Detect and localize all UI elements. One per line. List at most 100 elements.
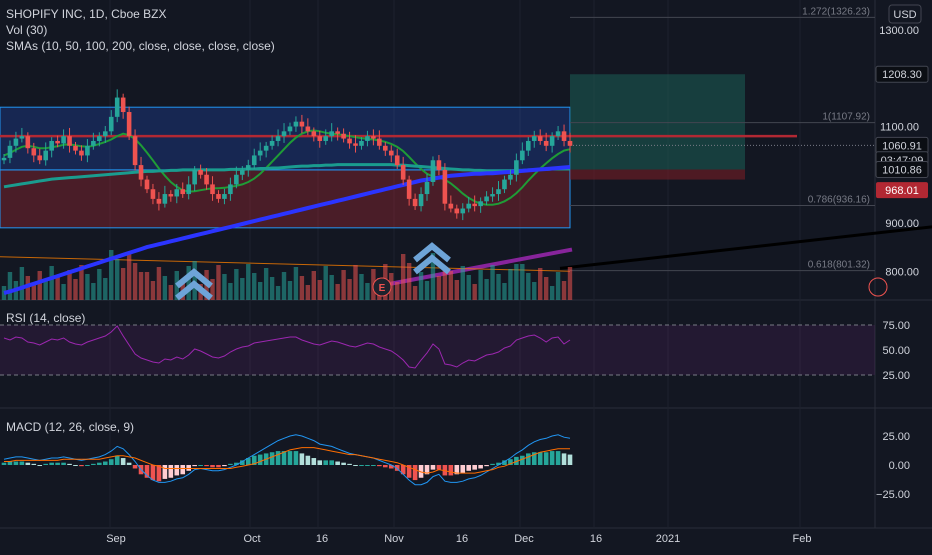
volume-bar: [168, 285, 174, 300]
candle-body: [460, 208, 466, 214]
volume-bar: [287, 281, 293, 300]
volume-bar: [269, 277, 275, 300]
macd-histogram-bar: [222, 465, 227, 467]
volume-bar: [61, 284, 66, 300]
volume-label: Vol (30): [6, 23, 48, 37]
macd-histogram-bar: [251, 455, 257, 465]
grid: [0, 0, 932, 529]
macd-histogram-bar: [430, 465, 436, 470]
volume-bar: [412, 286, 418, 300]
candle-body: [525, 140, 531, 151]
volume-bar: [7, 272, 13, 300]
candle-body: [43, 150, 49, 161]
candle-body: [299, 121, 305, 127]
volume-bar: [252, 273, 257, 300]
volume-bar: [126, 254, 132, 300]
macd-histogram-bar: [216, 465, 221, 468]
candle-body: [55, 140, 60, 144]
macd-histogram-bar: [555, 451, 561, 465]
candle-body: [567, 140, 573, 146]
candle-body: [555, 131, 561, 137]
candle-body: [341, 133, 346, 139]
candle-body: [269, 140, 275, 146]
candle-body: [388, 150, 394, 156]
axes: 1300.00 1100.00 900.00 800.00 USD 1208.30 1060…: [106, 4, 929, 545]
volume-bar: [365, 283, 370, 300]
macd-histogram-bar: [180, 465, 186, 475]
rsi-band: [0, 325, 875, 375]
candle-body: [144, 179, 150, 190]
volume-bar: [538, 268, 543, 300]
volume-legend[interactable]: Vol (30): [6, 22, 47, 38]
candle-body: [520, 150, 525, 161]
macd-histogram-bar: [144, 465, 150, 478]
candle-body: [216, 194, 221, 199]
macd-histogram-bar: [418, 465, 424, 478]
macd-histogram-bar: [37, 465, 43, 466]
volume-bar: [442, 271, 448, 300]
symbol-legend[interactable]: SHOPIFY INC, 1D, Cboe BZX: [6, 6, 167, 22]
volume-bar: [317, 280, 322, 300]
time-tick-label: Sep: [106, 533, 126, 545]
macd-histogram-bar: [329, 460, 334, 465]
candle-body: [472, 203, 477, 207]
sma-legend[interactable]: SMAs (10, 50, 100, 200, close, close, cl…: [6, 38, 275, 54]
candle-body: [132, 136, 138, 166]
candle-body: [251, 155, 257, 166]
macd-histogram-bar: [61, 462, 66, 465]
volume-bar: [484, 279, 489, 300]
macd-histogram-bar: [442, 465, 448, 476]
volume-bar: [532, 282, 537, 300]
rsi-pane[interactable]: [0, 324, 875, 376]
macd-histogram-bar: [371, 465, 376, 466]
macd-histogram-bar: [496, 462, 501, 465]
fib-level-label: 1.272(1326.23): [802, 6, 870, 17]
time-tick-label: Dec: [514, 533, 534, 545]
macd-histogram-bar: [377, 465, 382, 467]
time-tick-label: Oct: [243, 533, 260, 545]
macd-histogram-bar: [508, 459, 513, 465]
volume-bar: [228, 283, 233, 300]
volume-bar: [454, 280, 459, 300]
macd-histogram-bar: [484, 465, 489, 467]
macd-histogram-bar: [436, 465, 442, 470]
volume-bar: [263, 268, 269, 300]
candle-body: [156, 198, 162, 204]
candle-body: [79, 150, 84, 156]
candle-body: [91, 140, 96, 146]
volume-bar: [246, 264, 251, 300]
candle-body: [245, 165, 251, 170]
volume-bar: [144, 272, 150, 300]
macd-histogram-bar: [454, 465, 460, 475]
macd-histogram-bar: [281, 451, 287, 465]
macd-histogram-bar: [150, 465, 156, 481]
currency-button[interactable]: [888, 4, 922, 24]
macd-histogram-bar: [275, 451, 281, 465]
volume-bar: [400, 254, 406, 300]
macd-histogram-bar: [245, 458, 251, 465]
candle-body: [222, 194, 227, 199]
volume-bar: [31, 285, 36, 300]
macd-pane[interactable]: [1, 434, 573, 486]
volume-bar: [430, 253, 436, 300]
candle-body: [228, 184, 233, 195]
volume-bar: [156, 267, 162, 300]
macd-line: [3, 434, 571, 486]
target-zone: [570, 74, 745, 170]
volume-bar: [526, 273, 531, 300]
candle-body: [49, 140, 54, 151]
candle-body: [400, 165, 406, 180]
macd-legend[interactable]: MACD (12, 26, close, 9): [6, 419, 134, 435]
macd-histogram-bar: [269, 452, 275, 465]
volume-bar: [353, 265, 358, 300]
price-pane[interactable]: E: [1, 89, 888, 301]
macd-histogram-bar: [210, 465, 215, 468]
macd-histogram-bar: [359, 465, 364, 466]
macd-histogram-bar: [347, 463, 352, 465]
earnings-marker-label: E: [379, 283, 386, 294]
rsi-legend[interactable]: RSI (14, close): [6, 310, 85, 326]
symbol-title: SHOPIFY INC, 1D, Cboe BZX: [6, 7, 167, 21]
offscreen-marker: [868, 277, 888, 297]
